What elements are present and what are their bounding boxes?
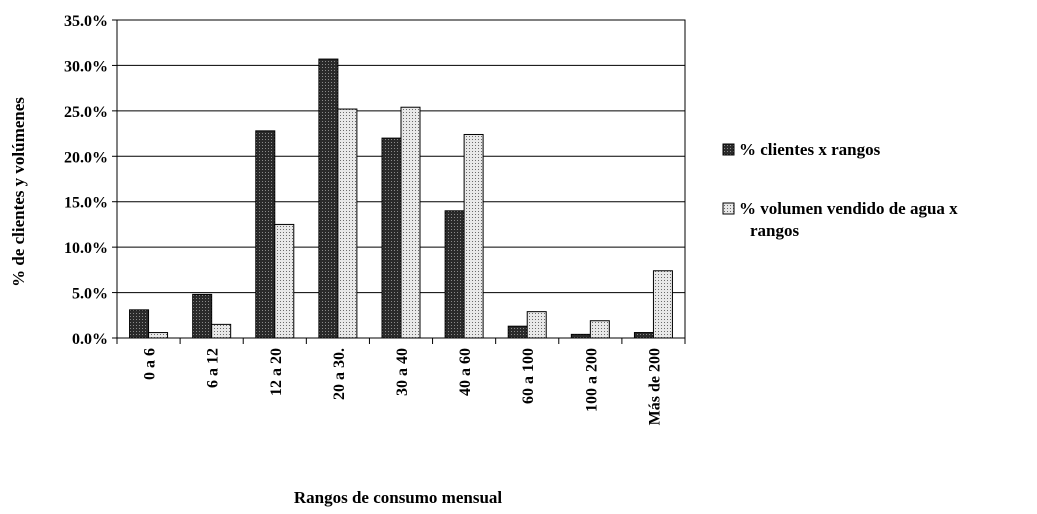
bar-clientes [255, 130, 276, 339]
bar-volumen [400, 106, 421, 339]
bar-clientes [192, 293, 213, 339]
bar-volumen [589, 320, 610, 339]
bar-volumen [463, 133, 484, 339]
bar-volumen [148, 332, 169, 339]
x-tick-label: 100 a 200 [583, 348, 600, 412]
y-tick-labels: 0.0% 5.0% 10.0% 15.0% 20.0% 25.0% 30.0% 35.0% [64, 13, 117, 348]
x-tick-label: 60 a 100 [520, 348, 537, 404]
y-tick-label: 0.0% [72, 331, 108, 348]
x-tick-label: 20 a 30. [331, 348, 348, 400]
y-tick-label: 5.0% [72, 286, 108, 303]
x-tick-labels: 0 a 6 6 a 12 12 a 20 20 a 30. 30 a 40 40 a 60… [142, 348, 664, 425]
bar-clientes [444, 210, 465, 339]
bar-clientes [570, 333, 591, 339]
bar-volumen [337, 108, 358, 339]
x-tick-label: 40 a 60 [457, 348, 474, 396]
bar-clientes [318, 58, 339, 339]
legend: % clientes x rangos % volumen vendido de… [722, 140, 962, 240]
bar-volumen [526, 311, 547, 339]
y-tick-label: 35.0% [64, 13, 108, 30]
x-tick-label: 12 a 20 [268, 348, 285, 396]
legend-label-volumen: % volumen vendido de agua x rangos [739, 199, 962, 240]
legend-label-clientes: % clientes x rangos [739, 140, 881, 159]
legend-label-volumen-line2: rangos [750, 221, 800, 240]
legend-label-volumen-line1: % volumen vendido de agua x [739, 199, 958, 218]
y-tick-label: 30.0% [64, 58, 108, 75]
bar-clientes [381, 137, 402, 339]
bar-clientes [129, 309, 150, 339]
x-tick-label: 6 a 12 [205, 348, 222, 388]
x-tick-label: Más de 200 [646, 348, 663, 425]
y-tick-label: 20.0% [64, 149, 108, 166]
bar-volumen [274, 223, 295, 339]
bar-clientes [633, 332, 654, 339]
y-tick-label: 10.0% [64, 240, 108, 257]
bar-clientes [507, 325, 528, 339]
y-tick-label: 15.0% [64, 195, 108, 212]
axes [116, 19, 686, 344]
y-tick-label: 25.0% [64, 104, 108, 121]
x-axis-title: Rangos de consumo mensual [294, 488, 503, 507]
bar-volumen [652, 270, 673, 339]
legend-swatch-volumen [722, 202, 735, 215]
x-tick-label: 0 a 6 [142, 348, 159, 380]
legend-swatch-clientes [722, 143, 735, 156]
bars [129, 58, 673, 339]
y-axis-title: % de clientes y volúmenes [9, 97, 28, 287]
plot-area-border [116, 19, 686, 339]
x-tick-label: 30 a 40 [394, 348, 411, 396]
bar-volumen [211, 323, 232, 339]
